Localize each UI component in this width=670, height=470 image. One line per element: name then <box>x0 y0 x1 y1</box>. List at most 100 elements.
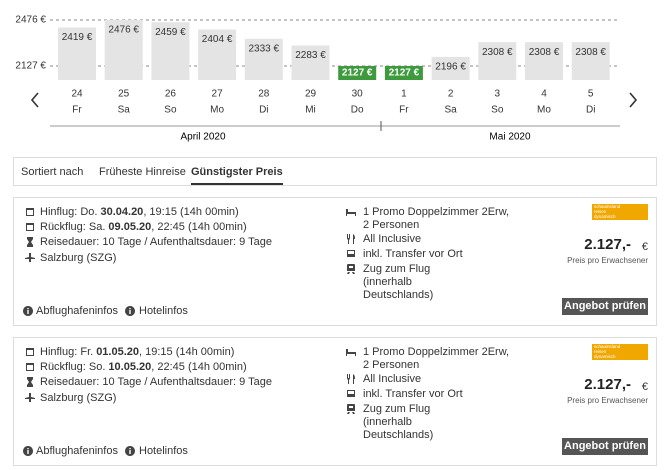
transfer: inkl. Transfer vor Ort <box>363 248 463 260</box>
sort-label: Sortiert nach <box>21 166 84 178</box>
date: 10.05.20 <box>108 361 152 373</box>
icon <box>27 377 33 387</box>
icon-shape <box>125 446 135 456</box>
weekday-label: Fr <box>72 105 82 116</box>
prev-arrow[interactable] <box>30 92 39 108</box>
bar <box>198 29 237 80</box>
month-label: April 2020 <box>180 132 225 143</box>
return-flight: Rückflug: So. 10.05.20, 22:45 (14h 00min) <box>40 361 247 373</box>
offer-button[interactable]: Angebot prüfen <box>562 298 648 315</box>
weekday-label: Fr <box>399 105 409 116</box>
icon <box>25 253 35 262</box>
weekday-label: Do <box>351 105 364 116</box>
date: 01.05.20 <box>96 346 140 358</box>
icon-shape <box>347 374 355 384</box>
icon-shape <box>347 234 355 244</box>
return-flight: Rückflug: Sa. 09.05.20, 22:45 (14h 00min) <box>40 221 247 233</box>
time: , 19:15 (14h 00min) <box>143 206 239 218</box>
icon <box>125 446 135 456</box>
board: All Inclusive <box>363 233 422 245</box>
day-label: 24 <box>71 89 83 100</box>
value-label: 2419 € <box>62 32 93 43</box>
icon <box>27 237 33 247</box>
weekday-label: Sa <box>444 105 457 116</box>
value-label: 2308 € <box>529 47 560 58</box>
price-note: Preis pro Erwachsener <box>567 256 648 265</box>
duration: Reisedauer: 10 Tage / Aufenthaltsdauer: … <box>40 236 272 248</box>
weekday-label: Sa <box>118 105 131 116</box>
bar <box>431 56 470 80</box>
outbound-flight: Hinflug: Do. 30.04.20, 19:15 (14h 00min) <box>40 206 239 218</box>
value-label: 2127 € <box>342 68 373 79</box>
icon <box>26 363 34 371</box>
offer-card: Hinflug: Fr. 01.05.20, 19:15 (14h 00min) R… <box>13 337 657 466</box>
day-label: 5 <box>588 89 594 100</box>
duration: Reisedauer: 10 Tage / Aufenthaltsdauer: … <box>40 376 272 388</box>
icon-shape <box>347 264 355 274</box>
bar <box>291 45 330 80</box>
date: 30.04.20 <box>100 206 144 218</box>
hotel-info-link[interactable]: Hotelinfos <box>139 305 188 317</box>
logo-text: reisen <box>594 349 607 354</box>
label: Hinflug: Do. <box>40 206 98 218</box>
bar <box>244 38 283 80</box>
icon <box>26 208 34 216</box>
bar <box>104 20 143 80</box>
day-label: 30 <box>352 89 364 100</box>
day-label: 3 <box>495 89 501 100</box>
icon-shape <box>346 349 356 356</box>
y-tick-label: 2127 € <box>15 61 46 72</box>
board: All Inclusive <box>363 373 422 385</box>
value-label: 2283 € <box>295 50 326 61</box>
logo-text: reisen <box>594 209 607 214</box>
weekday-label: Mo <box>210 105 224 116</box>
offer-button[interactable]: Angebot prüfen <box>562 438 648 455</box>
icon-shape <box>26 363 34 371</box>
y-tick-label: 2476 € <box>15 15 46 26</box>
logo-text: dynamisch <box>594 354 616 359</box>
value-label: 2196 € <box>435 62 466 73</box>
value-label: 2308 € <box>575 47 606 58</box>
airport-info-link[interactable]: Abflughafeninfos <box>36 445 118 457</box>
icon-shape <box>27 377 33 387</box>
icon-shape <box>347 390 355 397</box>
value-label: 2127 € <box>389 68 420 79</box>
icon <box>346 349 356 356</box>
icon-shape <box>347 404 355 414</box>
sort-tab[interactable]: Früheste Hinreise <box>99 166 186 178</box>
bar <box>478 42 517 80</box>
icon-shape <box>347 250 355 257</box>
logo-text: schauinsland <box>594 204 621 209</box>
train-to-flight: Zug zum Flug (innerhalb Deutschlands) <box>363 403 434 441</box>
day-label: 29 <box>305 89 317 100</box>
icon-shape <box>23 306 33 316</box>
outbound-flight: Hinflug: Fr. 01.05.20, 19:15 (14h 00min) <box>40 346 234 358</box>
bar <box>525 42 563 80</box>
date: 09.05.20 <box>108 221 152 233</box>
day-label: 25 <box>118 89 130 100</box>
icon-shape <box>26 348 34 356</box>
airport: Salzburg (SZG) <box>40 252 117 264</box>
bar <box>151 22 190 80</box>
hotel-info-link[interactable]: Hotelinfos <box>139 445 188 457</box>
icon-shape <box>25 253 35 262</box>
operator-logo: schauinsland reisen dynamisch <box>592 344 648 360</box>
day-label: 26 <box>165 89 177 100</box>
day-label: 27 <box>212 89 224 100</box>
logo-text: dynamisch <box>594 214 616 219</box>
room: 1 Promo Doppelzimmer 2Erw, 2 Personen <box>363 206 510 231</box>
sort-tab-active[interactable]: Günstigster Preis <box>191 166 283 185</box>
next-arrow[interactable] <box>629 92 638 108</box>
icon <box>347 374 355 384</box>
weekday-label: Di <box>586 105 595 116</box>
day-label: 1 <box>401 89 407 100</box>
icon <box>25 393 35 402</box>
airport-info-link[interactable]: Abflughafeninfos <box>36 305 118 317</box>
icon-shape <box>125 306 135 316</box>
value-label: 2308 € <box>482 47 513 58</box>
icon <box>23 306 33 316</box>
time: , 19:15 (14h 00min) <box>139 346 235 358</box>
bar <box>338 66 377 80</box>
icon <box>347 404 355 414</box>
currency: € <box>641 381 648 393</box>
